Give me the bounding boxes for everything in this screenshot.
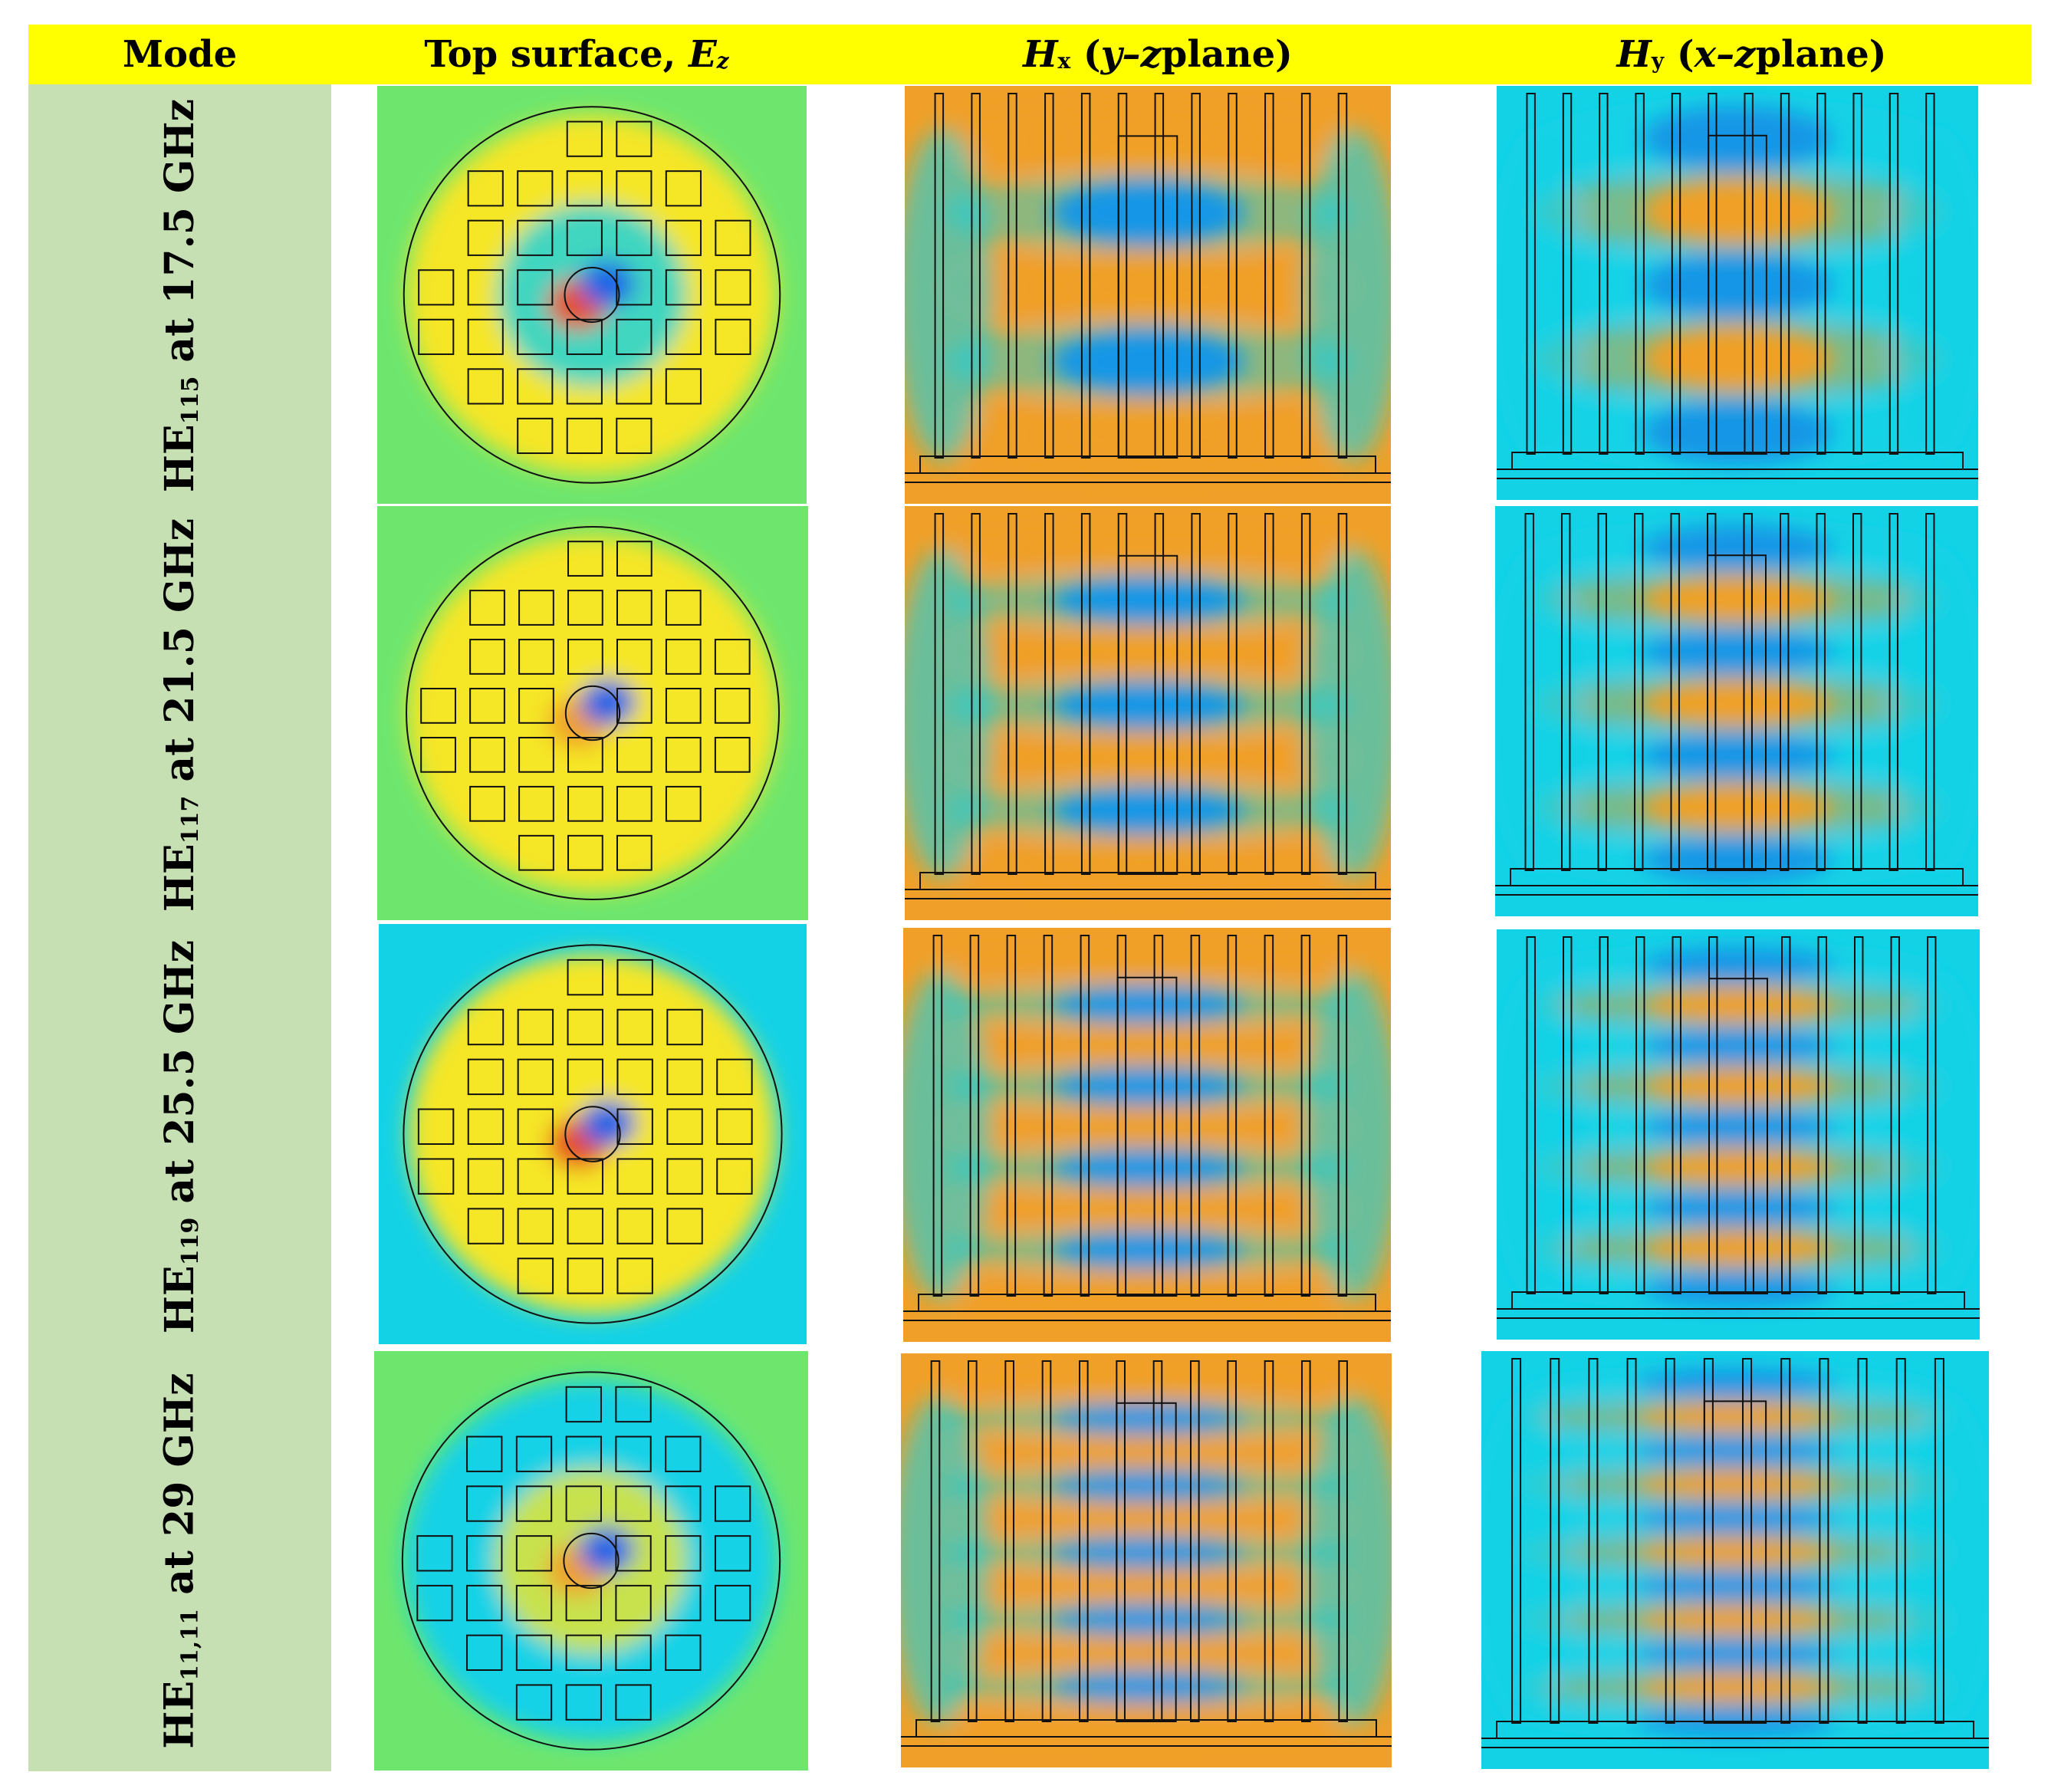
hx-plot-row-4 xyxy=(901,1353,1392,1767)
header-bar xyxy=(28,25,2031,84)
mode-label-row-2: HE117 at 21.5 GHz xyxy=(156,518,205,912)
ez-plot-row-3 xyxy=(379,924,807,1344)
mode-label-row-3: HE119 at 25.5 GHz xyxy=(156,939,205,1334)
mode-column xyxy=(28,84,331,1771)
mode-label-row-4: HE11,11 at 29 GHz xyxy=(156,1372,204,1749)
hy-plot-row-3 xyxy=(1497,929,1980,1340)
header-mode: Mode xyxy=(122,33,238,76)
mode-label-row-1: HE115 at 17.5 GHz xyxy=(156,98,205,492)
ez-plot-row-2 xyxy=(377,506,808,920)
hy-plot-row-1 xyxy=(1497,86,1978,500)
hy-plot-row-2 xyxy=(1495,506,1978,916)
ez-plot-row-4 xyxy=(374,1351,808,1771)
hx-plot-row-3 xyxy=(903,928,1391,1342)
hy-plot-row-4 xyxy=(1481,1351,1989,1769)
hx-plot-row-1 xyxy=(905,86,1391,504)
ez-plot-row-1 xyxy=(377,86,807,504)
hx-plot-row-2 xyxy=(905,506,1391,920)
